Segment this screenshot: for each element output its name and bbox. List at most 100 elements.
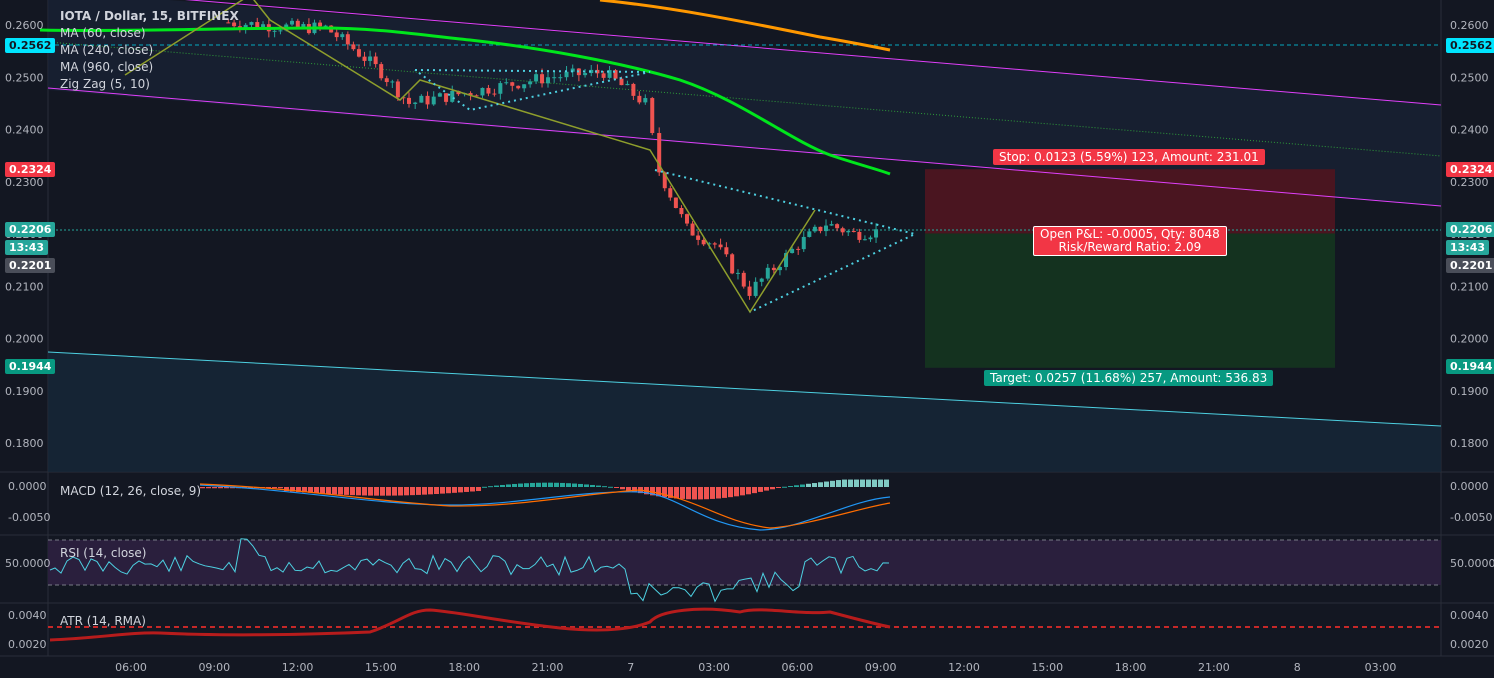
candle-body (824, 225, 828, 232)
rsi-line (49, 538, 890, 603)
price-tick-left: 0.2400 (5, 124, 44, 137)
macd-histogram-bar (320, 487, 325, 494)
candle-body (368, 56, 373, 61)
legend-zigzag[interactable]: Zig Zag (5, 10) (60, 77, 150, 91)
candle-body (851, 231, 856, 233)
candle-body (835, 224, 840, 229)
macd-tick-right: -0.0050 (1450, 511, 1492, 524)
macd-histogram-bar (584, 484, 589, 487)
time-tick: 18:00 (1115, 661, 1147, 674)
candle-body (226, 22, 231, 24)
candle-body (570, 68, 575, 72)
symbol-title[interactable]: IOTA / Dollar, 15, BITFINEX (60, 9, 239, 23)
macd-label[interactable]: MACD (12, 26, close, 9) (60, 484, 202, 498)
candle-body (261, 24, 266, 29)
candle-body (784, 253, 789, 267)
candle-body (690, 223, 695, 236)
candle-body (323, 25, 328, 27)
candle-body (874, 229, 879, 238)
macd-histogram-bar (662, 487, 667, 498)
legend-ma240[interactable]: MA (240, close) (60, 43, 154, 57)
stop-label[interactable]: Stop: 0.0123 (5.59%) 123, Amount: 231.01 (993, 149, 1265, 165)
macd-histogram-bar (830, 480, 835, 487)
time-tick: 09:00 (865, 661, 897, 674)
atr-tick-right: 0.0020 (1450, 638, 1489, 651)
candle-body (829, 224, 834, 226)
candle-body (643, 98, 648, 103)
price-tick-left: 0.1900 (5, 385, 44, 398)
macd-histogram-bar (512, 483, 517, 487)
candle-body (637, 95, 642, 103)
legend-ma60[interactable]: MA (60, close) (60, 26, 146, 40)
macd-histogram-bar (434, 487, 439, 495)
macd-histogram-bar (494, 485, 499, 487)
price-tick-right: 0.2300 (1450, 176, 1489, 189)
macd-histogram-bar (302, 487, 307, 493)
macd-histogram-bar (770, 487, 775, 490)
macd-histogram-bar (476, 487, 481, 492)
time-tick: 8 (1294, 661, 1301, 674)
macd-histogram-bar (386, 487, 391, 496)
candle-body (840, 228, 845, 233)
macd-histogram-bar (686, 487, 691, 500)
ma-price-tag-right: 0.2562 (1446, 38, 1494, 53)
macd-histogram-bar (398, 487, 403, 496)
macd-histogram-bar (848, 479, 853, 487)
candle-body (701, 239, 706, 245)
candle-body (390, 81, 395, 83)
candle-body (753, 281, 758, 296)
macd-histogram-bar (344, 487, 349, 495)
pnl-text: Open P&L: -0.0005, Qty: 8048 (1040, 227, 1220, 241)
time-tick: 15:00 (365, 661, 397, 674)
candle-body (801, 236, 806, 250)
macd-histogram-bar (428, 487, 433, 495)
macd-histogram-bar (278, 487, 283, 489)
candle-body (516, 85, 521, 89)
macd-histogram-bar (764, 487, 769, 491)
price-tick-left: 0.2000 (5, 333, 44, 346)
candle-body (468, 93, 473, 96)
candle-body (456, 90, 461, 95)
candle-body (607, 70, 612, 78)
macd-histogram-bar (632, 487, 637, 492)
candle-body (631, 83, 636, 96)
legend-ma960[interactable]: MA (960, close) (60, 60, 154, 74)
macd-histogram-bar (860, 479, 865, 487)
macd-histogram-bar (518, 483, 523, 487)
macd-histogram-bar (698, 487, 703, 500)
macd-histogram-bar (452, 487, 457, 493)
candle-body (589, 69, 594, 74)
target-label[interactable]: Target: 0.0257 (11.68%) 257, Amount: 536… (984, 370, 1274, 386)
macd-histogram-bar (620, 487, 625, 490)
price-tick-left: 0.2500 (5, 71, 44, 84)
candle-body (425, 95, 430, 105)
price-tick-right: 0.1800 (1450, 437, 1489, 450)
price-tick-right: 0.2000 (1450, 333, 1489, 346)
macd-histogram-bar (590, 484, 595, 487)
candle-body (504, 82, 509, 84)
macd-histogram-bar (776, 487, 781, 488)
macd-histogram-bar (800, 484, 805, 487)
countdown-tag-right: 13:43 (1446, 240, 1490, 255)
macd-histogram-bar (884, 479, 889, 487)
pnl-label[interactable]: Open P&L: -0.0005, Qty: 8048 Risk/Reward… (1033, 226, 1227, 256)
candle-body (718, 244, 723, 248)
atr-label[interactable]: ATR (14, RMA) (60, 614, 146, 628)
rsi-label[interactable]: RSI (14, close) (60, 546, 147, 560)
candle-body (818, 226, 823, 232)
macd-histogram-bar (272, 487, 277, 489)
candle-body (345, 34, 350, 45)
candle-body (384, 78, 389, 83)
target-price-tag-right: 0.1944 (1446, 359, 1494, 374)
macd-histogram-bar (332, 487, 337, 495)
macd-histogram-bar (746, 487, 751, 495)
macd-histogram-bar (554, 482, 559, 487)
candle-body (290, 20, 295, 25)
macd-histogram-bar (626, 487, 631, 491)
candle-body (444, 93, 449, 102)
prev-price-tag-left: 0.2201 (5, 258, 56, 273)
atr-tick-left: 0.0020 (8, 638, 47, 651)
candle-body (373, 56, 378, 65)
time-tick: 12:00 (282, 661, 314, 674)
